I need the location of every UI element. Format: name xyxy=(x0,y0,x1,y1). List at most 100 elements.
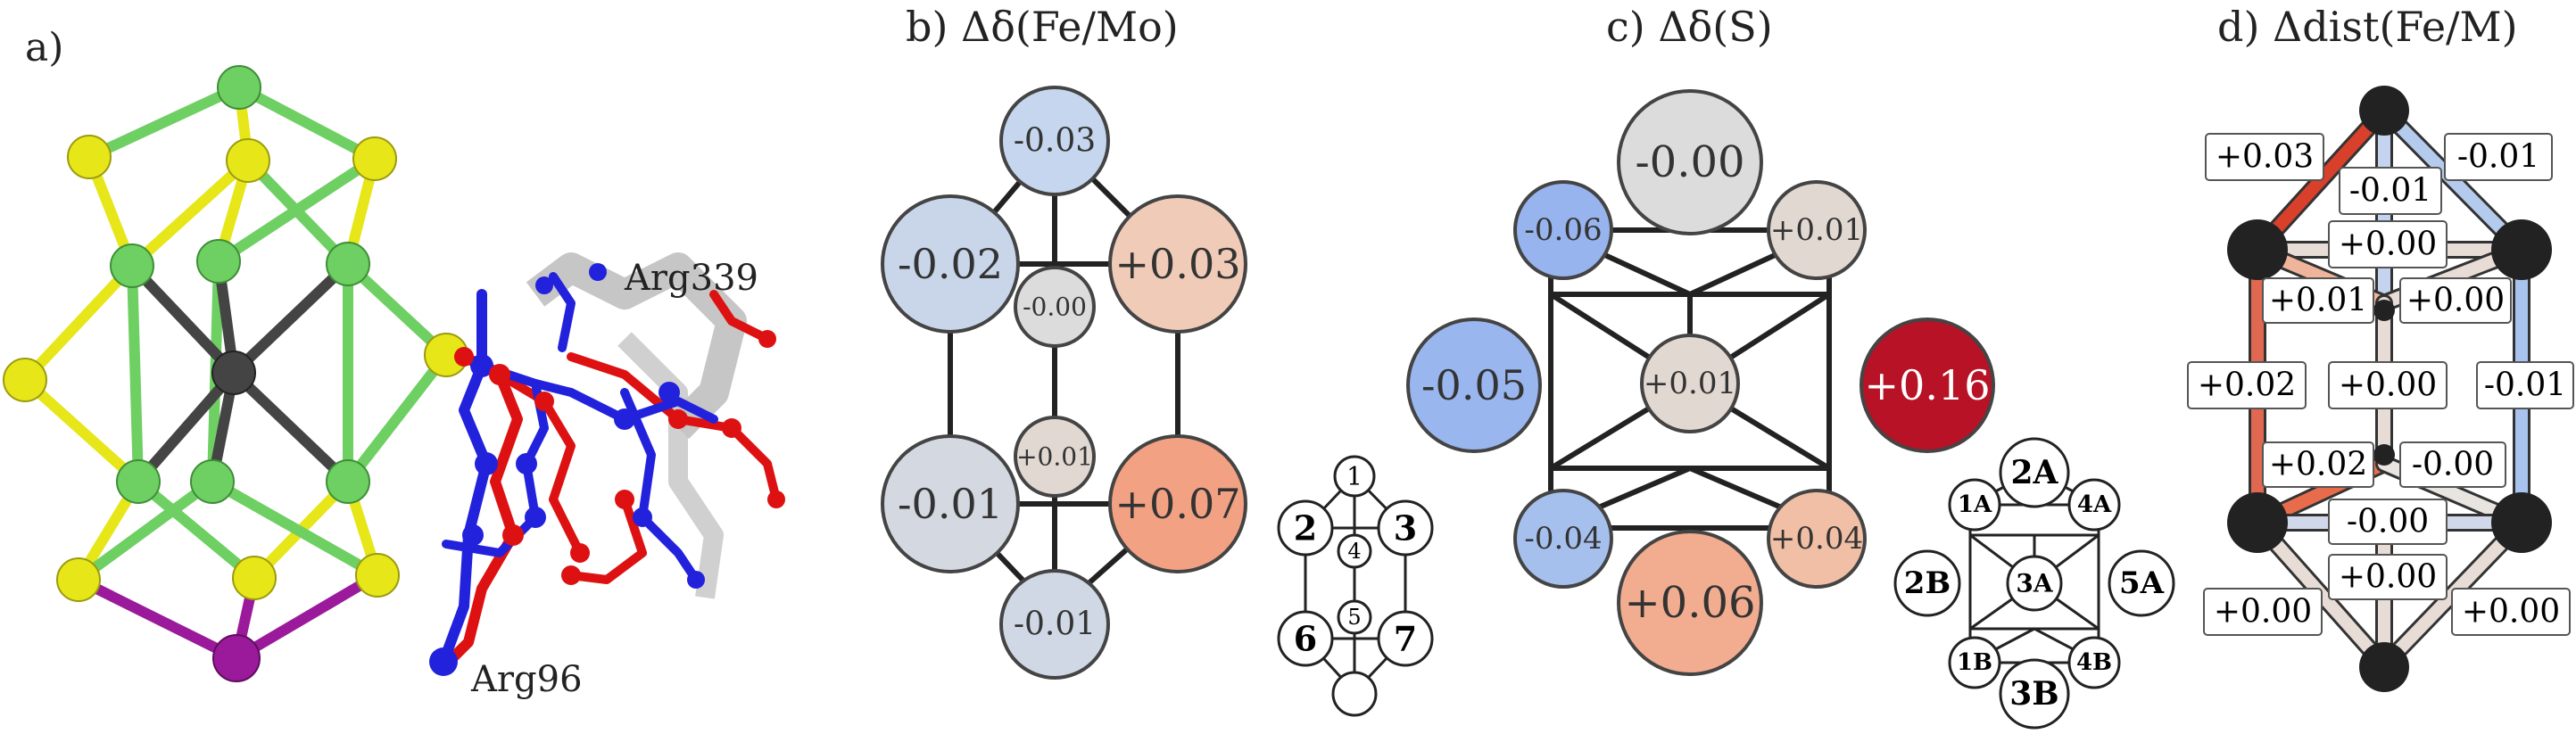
legend-b-3: 3 xyxy=(1394,508,1417,548)
panel-d-node-lower-left xyxy=(2227,492,2288,553)
panel-b-node-3: +0.03 xyxy=(1108,194,1247,334)
panel-d-label: d) Δdist(Fe/M) xyxy=(2217,3,2518,51)
panel-a: a) xyxy=(3,25,785,700)
panel-d-node-bottom xyxy=(2359,642,2409,692)
panel-d-label-6: +0.00 xyxy=(2406,283,2505,319)
panel-d-label-8: +0.00 xyxy=(2339,367,2437,404)
panel-d-label-12: -0.00 xyxy=(2347,504,2429,540)
legend-c-1a: 1A xyxy=(1958,491,1992,518)
legend-c-2b: 2B xyxy=(1904,565,1951,601)
legend-c-4b: 4B xyxy=(2076,649,2112,676)
panel-b-node-5: +0.01 xyxy=(1014,416,1096,498)
panel-d-node-center-upper xyxy=(2373,300,2395,321)
panel-d-node-center-lower xyxy=(2373,444,2395,466)
panel-b-node-1: -0.03 xyxy=(999,86,1110,196)
panel-d-label-3: -0.01 xyxy=(2349,173,2431,210)
residue-sticks xyxy=(429,252,785,676)
sulfur-atom xyxy=(226,138,270,183)
panel-c-value-3b: +0.06 xyxy=(1624,578,1755,628)
sulfur-atom xyxy=(67,135,112,179)
legend-b-5: 5 xyxy=(1347,605,1361,630)
legend-c-3b: 3B xyxy=(2009,675,2058,713)
panel-c-value-3a: +0.01 xyxy=(1644,366,1736,401)
panel-c-node-5a: +0.16 xyxy=(1860,318,1995,453)
panel-b-value-8: -0.01 xyxy=(1014,606,1096,643)
sulfur-atom xyxy=(3,358,47,402)
iron-atom xyxy=(196,239,241,284)
sulfur-atom xyxy=(232,556,277,600)
panel-b-node-7: +0.07 xyxy=(1108,434,1247,573)
panel-b: b) Δδ(Fe/Mo) -0.03 -0.02 +0.03 -0.00 xyxy=(881,3,1434,717)
panel-d-label-15: +0.00 xyxy=(2462,594,2560,631)
iron-atom xyxy=(326,242,370,286)
panel-d-label-1: +0.03 xyxy=(2216,139,2314,176)
sulfur-atom xyxy=(352,136,397,181)
panel-d-label-11: -0.00 xyxy=(2412,447,2494,483)
panel-c-value-top: -0.00 xyxy=(1635,137,1744,187)
panel-d-node-lower-right xyxy=(2491,492,2552,553)
legend-b-4: 4 xyxy=(1347,539,1361,564)
panel-c-value-5a: +0.16 xyxy=(1865,361,1991,409)
residue-label-arg96: Arg96 xyxy=(470,659,583,700)
legend-c-4a: 4A xyxy=(2077,491,2112,518)
panel-c-node-3a: +0.01 xyxy=(1640,334,1740,433)
panel-b-value-3: +0.03 xyxy=(1115,240,1241,288)
residue-label-arg339: Arg339 xyxy=(624,258,758,299)
panel-b-legend: 1 2 3 4 5 6 7 xyxy=(1277,455,1434,717)
panel-b-value-5: +0.01 xyxy=(1016,442,1093,472)
panel-d-label-7: +0.02 xyxy=(2198,367,2296,404)
panel-c-label: c) Δδ(S) xyxy=(1606,3,1773,51)
panel-d-node-upper-right xyxy=(2491,219,2552,280)
panel-b-node-4: -0.00 xyxy=(1014,266,1096,348)
panel-c-value-1a: -0.06 xyxy=(1524,212,1602,248)
panel-d-label-5: +0.01 xyxy=(2269,283,2367,319)
panel-d-label-10: +0.02 xyxy=(2269,447,2367,483)
panel-d-nodes xyxy=(2227,86,2552,692)
panel-d-label-2: -0.01 xyxy=(2457,139,2539,176)
legend-b-2: 2 xyxy=(1294,508,1317,548)
legend-b-7: 7 xyxy=(1394,619,1417,659)
panel-b-value-2: -0.02 xyxy=(898,240,1003,288)
panel-d-node-upper-left xyxy=(2227,219,2288,280)
panel-b-value-7: +0.07 xyxy=(1115,480,1241,528)
panel-c-node-1b: -0.04 xyxy=(1513,489,1613,589)
molybdenum-atom xyxy=(212,634,261,682)
iron-atom xyxy=(217,65,261,110)
carbide-atom xyxy=(211,351,256,395)
sulfur-atom xyxy=(56,557,101,602)
panel-c-node-1a: -0.06 xyxy=(1513,180,1613,280)
iron-atom xyxy=(190,459,235,504)
iron-atom xyxy=(110,243,154,288)
panel-d-label-4: +0.00 xyxy=(2339,227,2437,263)
legend-b-1: 1 xyxy=(1346,462,1363,491)
iron-atom xyxy=(116,459,161,504)
panel-c-value-2b: -0.05 xyxy=(1421,361,1527,409)
cluster-atoms xyxy=(3,65,468,682)
iron-atom xyxy=(326,459,370,504)
panel-c-value-4b: +0.04 xyxy=(1770,521,1863,557)
panel-c-legend: 2A 1A 4A 2B 3A 5A 1B 4B 3B xyxy=(1893,437,2175,730)
panel-c-value-1b: -0.04 xyxy=(1524,521,1602,557)
panel-b-node-2: -0.02 xyxy=(881,194,1020,334)
panel-c-value-4a: +0.01 xyxy=(1770,212,1863,248)
sulfur-atom xyxy=(355,553,400,598)
panel-b-node-6: -0.01 xyxy=(881,434,1020,573)
legend-c-3a: 3A xyxy=(2016,569,2053,598)
panel-a-label: a) xyxy=(25,25,63,70)
panel-d-label-9: -0.01 xyxy=(2484,367,2566,404)
panel-c-node-4a: +0.01 xyxy=(1767,180,1867,280)
legend-b-6: 6 xyxy=(1294,619,1317,659)
panel-c-node-3b: +0.06 xyxy=(1617,530,1763,676)
panel-b-value-4: -0.00 xyxy=(1023,293,1087,322)
legend-c-1b: 1B xyxy=(1957,649,1992,676)
legend-c-2a: 2A xyxy=(2011,454,2059,491)
panel-b-node-8: -0.01 xyxy=(999,569,1110,680)
panel-d-node-top xyxy=(2359,86,2409,136)
panel-d-label-13: +0.00 xyxy=(2339,559,2437,596)
panel-b-value-6: -0.01 xyxy=(898,480,1003,528)
panel-c: c) Δδ(S) -0.00 -0.06 xyxy=(1406,3,2175,730)
panel-b-label: b) Δδ(Fe/Mo) xyxy=(906,3,1179,51)
panel-c-node-4b: +0.04 xyxy=(1767,489,1867,589)
panel-b-value-1: -0.03 xyxy=(1014,123,1096,160)
panel-c-node-top: -0.00 xyxy=(1617,89,1763,235)
